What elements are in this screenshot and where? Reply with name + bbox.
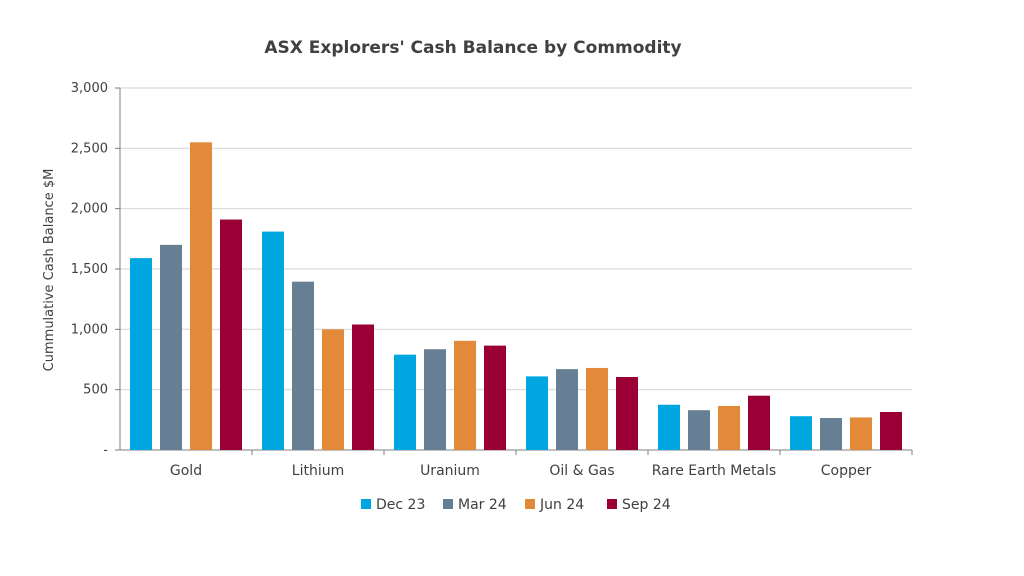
legend-label: Mar 24 [458,497,507,513]
bar [790,416,812,450]
bar [130,258,152,450]
bar [820,418,842,450]
bar [850,417,872,450]
bar [688,410,710,450]
bar [352,324,374,450]
x-tick-label: Rare Earth Metals [652,463,776,479]
x-tick-label: Copper [821,463,872,479]
bar [526,376,548,450]
bar [160,244,182,450]
legend-label: Dec 23 [376,497,425,513]
bar [424,349,446,450]
bar [454,340,476,450]
bar [322,329,344,450]
bar [748,395,770,450]
x-tick-label: Uranium [420,463,480,479]
bar [586,367,608,450]
bar [190,142,212,451]
legend-swatch [361,499,371,509]
legend-label: Sep 24 [622,497,671,513]
x-tick-label: Oil & Gas [549,463,614,479]
bar [880,411,902,450]
y-axis-title: Cummulative Cash Balance $M [42,169,57,372]
bar [292,281,314,450]
legend-label: Jun 24 [539,497,584,513]
y-tick-label: 500 [83,383,108,398]
x-tick-label: Gold [170,463,202,479]
legend-swatch [443,499,453,509]
legend-swatch [607,499,617,509]
bar [616,376,638,450]
bar [394,354,416,450]
bar [220,219,242,450]
bar [484,345,506,450]
chart-title: ASX Explorers' Cash Balance by Commodity [264,38,682,58]
y-tick-label: 3,000 [71,81,108,96]
bar [262,231,284,450]
bar [556,369,578,450]
x-tick-label: Lithium [292,463,344,479]
y-tick-label: 1,000 [71,322,108,337]
y-tick-label: 1,500 [71,262,108,277]
bar [718,405,740,450]
legend-swatch [525,499,535,509]
y-tick-label: - [103,443,108,458]
y-tick-label: 2,500 [71,141,108,156]
y-tick-label: 2,000 [71,202,108,217]
bar [658,404,680,450]
